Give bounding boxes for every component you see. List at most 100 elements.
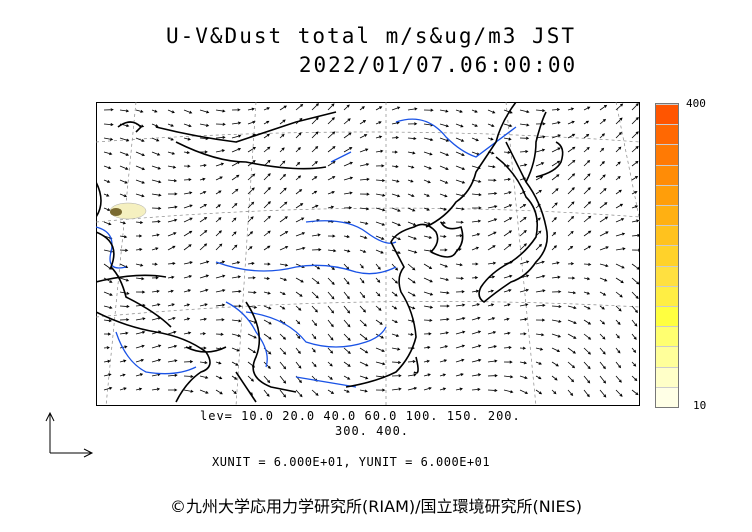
wind-arrow [167,330,177,335]
wind-arrow [455,109,463,113]
wind-arrow [279,201,288,209]
wind-arrow [263,319,272,325]
wind-arrow [583,361,591,370]
wind-arrow [279,305,286,310]
wind-arrow [343,305,351,314]
wind-arrow [295,103,304,111]
wind-arrow [199,288,209,293]
wind-arrow [103,291,113,296]
wind-arrow [439,359,448,363]
wind-arrow [359,347,369,354]
wind-arrow [455,316,466,321]
wind-arrow [519,149,529,154]
wind-arrow [151,344,162,349]
wind-arrow [535,260,545,265]
wind-arrow [295,333,301,340]
wind-arrow [263,276,270,280]
colorbar-segment [656,285,678,306]
axis-arrows-icon [45,411,94,458]
wind-arrow [551,347,561,353]
wind-arrow [311,248,322,252]
wind-arrow [343,191,353,195]
wind-arrow [551,275,561,279]
wind-arrow [599,202,608,209]
wind-arrow [359,148,369,153]
wind-arrow [631,375,638,382]
wind-arrow [199,361,208,365]
wind-arrow [359,389,368,393]
wind-arrow [615,232,626,237]
wind-arrow [567,319,577,324]
wind-arrow [135,344,145,349]
wind-arrow [375,193,386,197]
wind-arrow [567,173,576,181]
wind-arrow [631,219,640,223]
wind-arrow [231,231,237,237]
wind-arrow [551,121,561,125]
wind-arrow [583,201,592,209]
wind-arrow [103,179,111,183]
wind-arrow [503,217,513,223]
wind-arrow [327,291,335,300]
wind-arrow [375,333,384,339]
wind-arrow [423,291,434,296]
wind-arrow [551,361,559,367]
wind-arrow [535,303,546,307]
wind-arrow [119,331,129,335]
wind-arrow [295,147,301,153]
wind-arrow [407,249,418,254]
wind-arrow [183,275,193,279]
wind-arrow [151,262,158,266]
wind-arrow [343,375,351,380]
wind-arrow [343,104,350,111]
wind-arrow [327,117,335,125]
wind-arrow [423,165,432,170]
wind-arrow [215,122,226,126]
wind-arrow [343,176,354,181]
wind-arrow [391,207,401,212]
wind-arrow [583,133,590,139]
wind-arrow [135,330,146,335]
wind-arrow [615,305,622,312]
wind-arrow [423,235,433,239]
wind-arrow [583,230,592,237]
wind-arrow [551,174,560,181]
wind-arrow [439,317,450,321]
wind-arrow [567,107,575,111]
wind-arrow [471,262,479,266]
wind-arrow [567,133,576,139]
wind-arrow [199,216,208,223]
wind-arrow [151,109,158,113]
wind-arrow [327,234,336,238]
wind-arrow [599,291,607,296]
wind-arrow [535,375,542,380]
wind-arrow [151,303,161,307]
wind-arrow [103,108,114,112]
wind-arrow [455,387,463,391]
wind-arrow [327,361,333,367]
wind-arrow [183,164,191,168]
wind-arrow [183,244,192,251]
colorbar-segment [656,346,678,367]
wind-arrow [519,303,529,307]
wind-arrow [487,261,497,265]
wind-arrow [407,332,414,336]
wind-arrow [263,262,271,266]
wind-arrow [439,179,449,184]
wind-arrow [343,361,351,367]
wind-arrow [455,220,464,224]
wind-arrow [503,230,513,237]
wind-arrow [247,375,255,382]
wind-arrow [551,107,561,112]
wind-arrow [599,174,606,181]
wind-arrow [615,161,621,167]
wind-arrow [583,146,590,153]
wind-arrow [631,131,639,139]
wind-arrow [503,345,512,350]
wind-arrow [375,106,383,111]
wind-arrow [487,109,496,114]
wind-arrow [343,389,350,393]
wind-arrow [119,277,130,282]
wind-arrow [407,373,417,377]
wind-arrow [135,151,145,157]
